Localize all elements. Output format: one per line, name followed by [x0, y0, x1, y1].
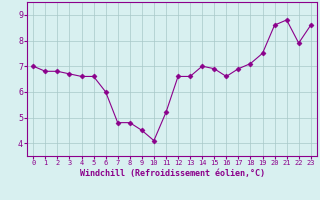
X-axis label: Windchill (Refroidissement éolien,°C): Windchill (Refroidissement éolien,°C) [79, 169, 265, 178]
